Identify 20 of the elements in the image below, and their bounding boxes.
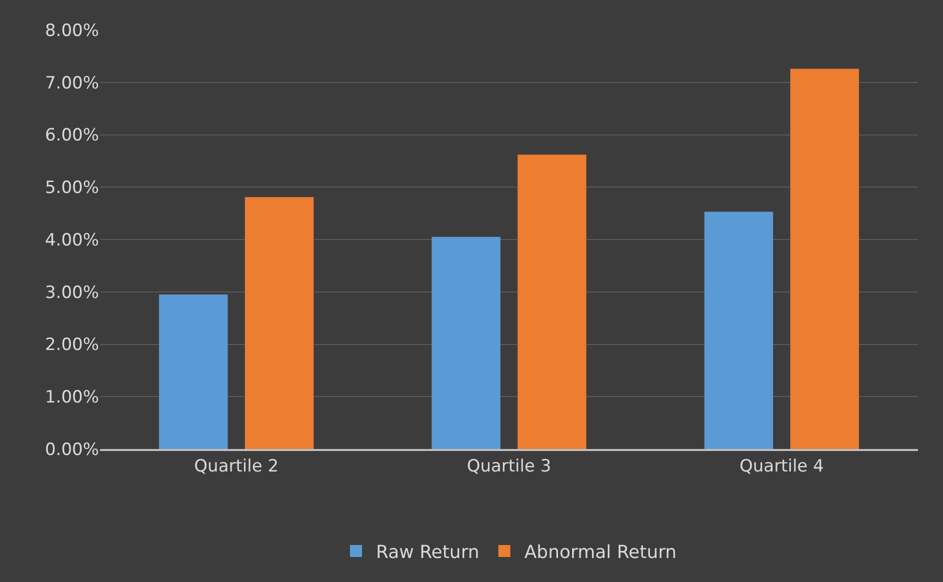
y-tick-label: 7.00% — [44, 73, 99, 94]
y-tick-label: 3.00% — [44, 282, 99, 303]
y-tick-label: 4.00% — [44, 230, 99, 250]
y-tick-label: 5.00% — [44, 178, 99, 198]
y-tick-label: 8.00% — [44, 20, 99, 41]
x-tick-label: Quartile 3 — [466, 456, 552, 476]
bar — [704, 212, 774, 449]
bar — [432, 236, 500, 449]
y-tick-label: 1.00% — [44, 388, 99, 408]
y-tick-label: 6.00% — [44, 126, 99, 146]
bar — [518, 154, 586, 449]
legend-label: Raw Return — [376, 542, 480, 564]
bar — [790, 68, 859, 449]
legend-label: Abnormal Return — [524, 542, 677, 564]
x-tick-label: Quartile 2 — [194, 456, 279, 476]
bar — [244, 197, 314, 449]
x-tick-label: Quartile 4 — [739, 456, 824, 476]
y-tick-label: 0.00% — [44, 440, 99, 460]
y-tick-label: 2.00% — [44, 335, 99, 356]
bar — [159, 294, 228, 449]
